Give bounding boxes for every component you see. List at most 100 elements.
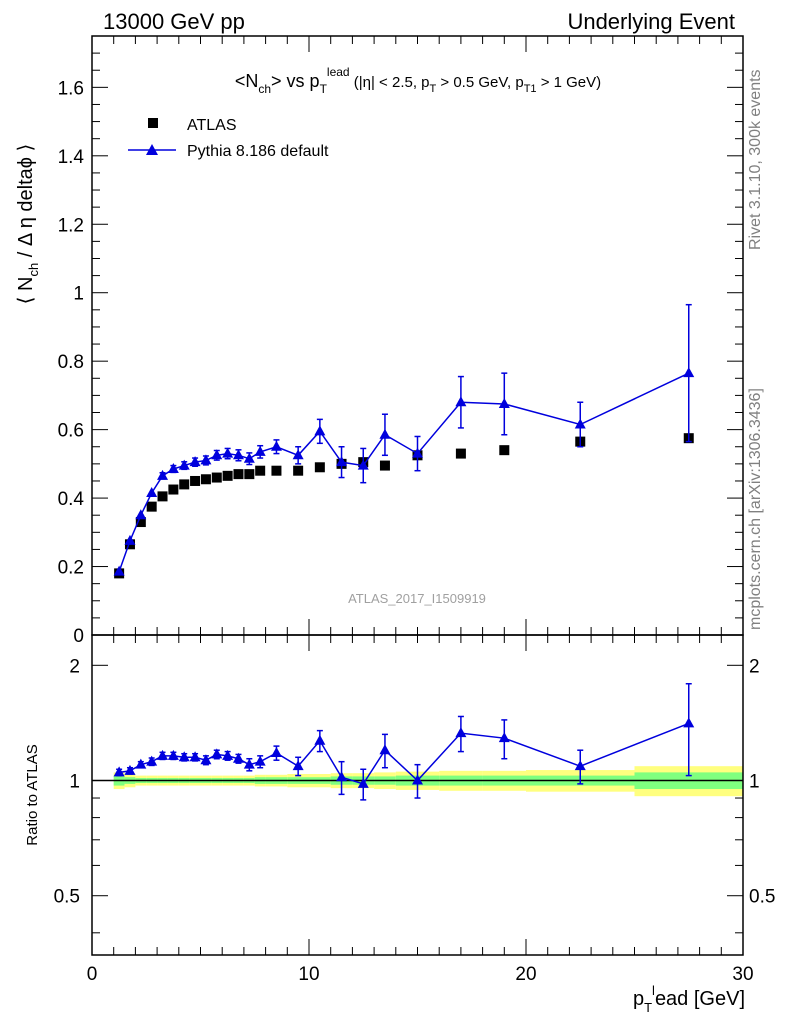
ratio-ylabel: Ratio to ATLAS [24,744,41,845]
legend-atlas-marker [148,118,158,128]
ratio-pythia-point [498,732,510,743]
atlas-point [379,460,390,471]
pythia-point [336,456,348,467]
atlas-point [271,465,282,476]
ratio-pythia-point [135,758,147,769]
ratio-ticks [91,635,744,955]
ratio-pythia-point [292,760,304,771]
header-left: 13000 GeV pp [103,9,245,34]
pythia-point [222,447,234,458]
legend-atlas-label: ATLAS [187,117,237,134]
atlas-point [168,484,179,495]
analysis-watermark: ATLAS_2017_I1509919 [348,591,486,606]
pythia-point [357,459,369,470]
pythia-point [270,440,282,451]
pythia-point [254,445,266,456]
pythia-point [292,449,304,460]
ratio-pythia-point [254,755,266,766]
header-right: Underlying Event [567,9,735,34]
ratio-pythia-point [270,747,282,758]
main-title: <Nch> vs pTlead (|η| < 2.5, pT > 0.5 GeV… [235,65,601,96]
ratio-pythia-point [211,748,223,759]
ratio-xtick-label: 10 [298,964,319,985]
rivet-label: Rivet 3.1.10, 300k events [747,69,764,250]
atlas-point [233,469,244,480]
ratio-pythia-point [243,758,255,769]
ratio-pythia-series [113,682,695,801]
legend: ATLAS Pythia 8.186 default [128,117,329,160]
pythia-point [189,456,201,467]
atlas-point [157,491,168,502]
pythia-point [314,425,326,436]
ratio-ytick-label: 1 [69,772,80,793]
main-tick-labels: 0 0.2 0.4 0.6 0.8 1 1.2 1.4 1.6 [58,78,85,647]
pythia-point [157,469,169,480]
pythia-point [167,462,179,473]
pythia-point [574,418,586,429]
pythia-point [498,397,510,408]
pythia-point [113,565,125,576]
main-ytick-label: 1.6 [58,78,84,99]
ratio-pythia-point [146,755,158,766]
atlas-point [135,517,146,528]
pythia-point [683,367,695,378]
legend-pythia-marker [146,144,158,155]
ratio-pythia-point [189,751,201,762]
atlas-point [146,501,157,512]
atlas-point [211,472,222,483]
mcplots-label: mcplots.cern.ch [arXiv:1306.3436] [747,388,764,630]
pythia-point [455,396,467,407]
atlas-point [244,469,255,480]
ratio-ytick-label-right: 2 [749,656,760,677]
main-panel: 0 0.2 0.4 0.6 0.8 1 1.2 1.4 1.6 <Nch> vs pTlead … [15,35,744,647]
pythia-point [135,509,147,520]
atlas-point [222,470,233,481]
ratio-ytick-label: 0.5 [54,887,80,908]
pythia-series [113,303,695,576]
ratio-ytick-label-right: 1 [749,772,760,793]
ratio-pythia-point [157,749,169,760]
main-ytick-label: 0.4 [58,489,85,510]
ratio-ytick-label: 2 [69,656,80,677]
ratio-pythia-point [574,760,586,771]
main-ytick-label: 1.2 [58,215,84,236]
pythia-point [146,486,158,497]
main-ytick-label: 0.6 [58,421,84,442]
atlas-point [293,465,304,476]
pythia-point [412,447,423,458]
ratio-pythia-point [412,774,423,785]
ratio-ytick-label-right: 0.5 [749,887,775,908]
ratio-xtick-label: 0 [87,964,98,985]
main-ytick-label: 0 [73,626,84,647]
ratio-pythia-point [113,766,125,777]
ratio-xtick-label: 20 [515,964,536,985]
ratio-pythia-point [232,752,244,763]
ratio-pythia-point [124,764,136,775]
main-ytick-label: 1 [73,284,84,305]
ratio-pythia-point [314,734,326,745]
main-ytick-label: 0.2 [58,558,84,579]
ratio-panel: 0.5 0.51 12 20 10 20 30 Ratio to ATLAS pTlead … [24,634,776,1015]
atlas-point [200,474,211,485]
pythia-point [243,452,255,463]
ratio-tick-labels: 0.5 0.51 12 20 10 20 30 [54,656,776,985]
pythia-point [124,534,136,545]
atlas-point [190,475,201,486]
ratio-pythia-point [379,744,391,755]
atlas-series [114,433,694,579]
ratio-pythia-point [200,754,212,765]
atlas-point [255,465,266,476]
pythia-point [200,454,212,465]
ratio-pythia-point [455,727,467,738]
ratio-pythia-point [357,777,369,788]
ratio-pythia-point [683,717,695,728]
pythia-point [379,428,391,439]
main-ytick-label: 1.4 [58,147,85,168]
pythia-point [211,449,223,460]
atlas-point [179,479,190,490]
ratio-pythia-point [222,749,234,760]
ratio-xlabel: pTlead [GeV] [633,983,745,1015]
ratio-pythia-point [178,751,190,762]
pythia-line [118,372,690,572]
